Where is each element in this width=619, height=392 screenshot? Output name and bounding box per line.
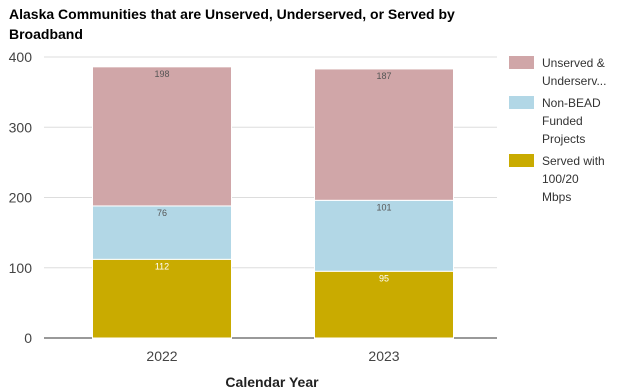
chart-title: Alaska Communities that are Unserved, Un… (9, 6, 455, 42)
x-axis-ticks: 2022 2023 (146, 348, 399, 364)
y-tick-label: 300 (9, 119, 33, 135)
data-labels: 112 76 198 95 101 187 (154, 69, 391, 283)
x-axis-title: Calendar Year (225, 374, 319, 390)
legend-label: Unserved & (542, 56, 605, 70)
data-label: 112 (155, 261, 169, 271)
y-tick-label: 0 (24, 330, 32, 346)
data-label: 95 (379, 273, 389, 283)
legend-item: Non-BEAD Funded Projects (509, 96, 601, 146)
bar-segment (314, 270, 454, 339)
y-tick-label: 400 (9, 49, 33, 65)
data-label: 187 (376, 71, 391, 81)
legend-label: Non-BEAD (542, 96, 601, 110)
data-label: 76 (157, 208, 167, 218)
legend-label: 100/20 (542, 172, 579, 186)
legend-label: Funded (542, 114, 583, 128)
y-tick-label: 200 (9, 190, 33, 206)
bar-segment (92, 205, 232, 260)
legend-label: Mbps (542, 190, 571, 204)
data-label: 198 (154, 69, 169, 79)
bar-segment (314, 68, 454, 201)
legend-swatch (509, 56, 534, 69)
legend: Unserved & Underserv... Non-BEAD Funded Proj… (509, 56, 606, 204)
x-tick-label: 2022 (146, 348, 177, 364)
bars (92, 66, 454, 339)
bar-segment (92, 66, 232, 207)
bar-segment (314, 199, 454, 272)
legend-swatch (509, 154, 534, 167)
legend-label: Underserv... (542, 74, 606, 88)
legend-item: Unserved & Underserv... (509, 56, 606, 88)
bar-segment (92, 258, 232, 339)
legend-label: Served with (542, 154, 605, 168)
y-tick-label: 100 (9, 260, 33, 276)
legend-label: Projects (542, 132, 585, 146)
data-label: 101 (376, 202, 391, 212)
x-tick-label: 2023 (368, 348, 399, 364)
legend-item: Served with 100/20 Mbps (509, 154, 605, 204)
legend-swatch (509, 96, 534, 109)
